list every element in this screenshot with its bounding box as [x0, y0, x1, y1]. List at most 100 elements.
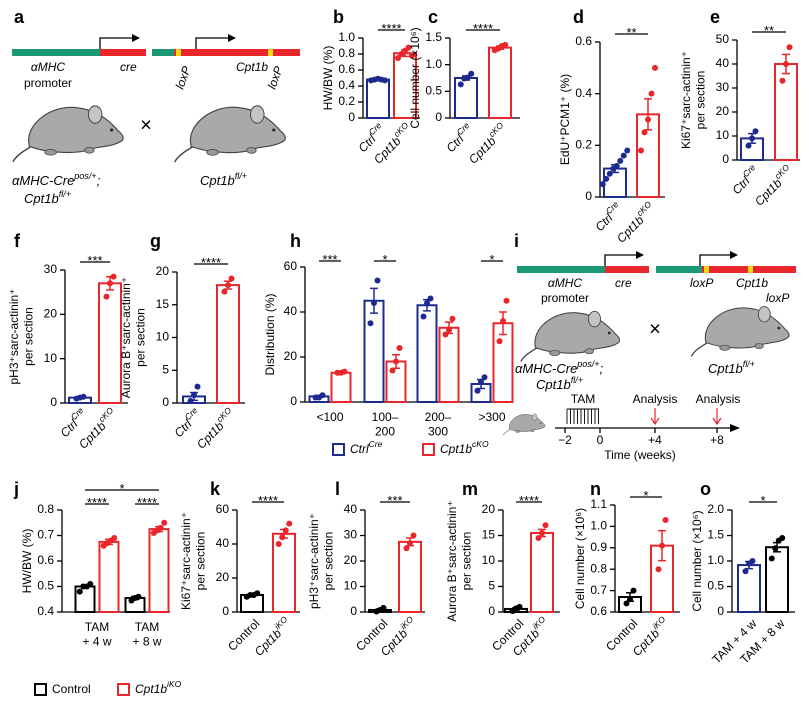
- bar: [438, 326, 460, 403]
- segment: [517, 266, 605, 273]
- data-point: [535, 535, 542, 542]
- y-axis-label-line: Ki67⁺sarc-actinin⁺: [679, 51, 693, 149]
- y-tick-label: 0.5: [707, 579, 724, 593]
- data-point: [599, 181, 606, 188]
- y-tick-label: 10: [716, 128, 730, 142]
- data-point: [442, 331, 449, 338]
- y-axis-label: pH3⁺sarc-actinin⁺per section: [7, 288, 35, 384]
- panel-letter: j: [13, 479, 19, 499]
- significance-label: ****: [137, 495, 157, 510]
- legend-label-sup: cKO: [472, 439, 489, 449]
- data-point: [395, 55, 401, 61]
- x-tick-label-line: TAM: [85, 620, 109, 634]
- data-point: [620, 152, 627, 159]
- data-point: [603, 175, 610, 182]
- x-tick-label-line: TAM: [135, 620, 159, 634]
- segment: [152, 49, 174, 56]
- legend-swatch: [117, 683, 130, 696]
- y-axis-label-line: per section: [194, 532, 208, 591]
- tick-label: +8: [710, 433, 724, 447]
- data-point: [110, 273, 117, 280]
- data-point: [478, 378, 484, 385]
- x-tick-label: <100: [316, 410, 343, 424]
- data-point: [786, 44, 793, 51]
- t: ;: [97, 173, 101, 188]
- y-tick-label: 0.8: [590, 561, 607, 575]
- y-tick-label: 10: [344, 579, 358, 593]
- arrow: [99, 37, 132, 49]
- y-tick-label: 0: [222, 604, 229, 618]
- data-point: [641, 129, 648, 136]
- t: Cpt1b: [708, 361, 743, 376]
- data-point: [542, 522, 549, 529]
- y-axis-label: HW/BW (%): [20, 529, 34, 594]
- data-point: [380, 604, 387, 611]
- injection-arrows: [566, 408, 599, 424]
- label: loxP: [766, 291, 789, 305]
- data-point: [496, 338, 503, 345]
- data-point: [516, 603, 523, 610]
- genotype: αMHC-Crepos/+;: [515, 359, 604, 376]
- bar: [363, 299, 385, 403]
- y-axis-label-line: Aurora B⁺sarc-actinin⁺: [119, 277, 133, 398]
- data-point: [191, 392, 197, 399]
- data-point: [409, 52, 415, 59]
- data-point: [624, 147, 631, 154]
- mouse: [173, 104, 287, 163]
- legend-label: Cpt1bcKO: [440, 439, 489, 456]
- data-point: [655, 566, 662, 573]
- y-tick-label: 20: [284, 349, 298, 363]
- panel-letter: h: [290, 231, 301, 251]
- y-tick-label: 0: [585, 189, 592, 203]
- mouse: [12, 105, 124, 163]
- x-tick-label-line: + 4 w: [82, 635, 111, 649]
- sup: fl/+: [59, 189, 71, 199]
- data-point: [446, 327, 452, 333]
- y-tick-label: 10: [482, 553, 496, 567]
- panel-letter: m: [462, 479, 478, 499]
- data-point: [659, 542, 665, 549]
- data-point: [468, 70, 475, 77]
- bar: [488, 46, 512, 119]
- genotype: Cpt1bfl/+: [536, 375, 583, 392]
- y-tick-label: 15: [482, 528, 496, 542]
- y-tick-label: 0: [50, 395, 57, 409]
- y-axis-label-line: pH3⁺sarc-actinin⁺: [7, 288, 21, 384]
- y-tick-label: 20: [44, 307, 58, 321]
- y-axis-label-line: Ki67⁺sarc-actinin⁺: [179, 512, 193, 610]
- y-axis-label: HW/BW (%): [321, 46, 335, 111]
- data-point: [405, 44, 412, 51]
- bar: [98, 282, 122, 404]
- y-axis-label-line: per section: [134, 308, 148, 367]
- data-point: [627, 596, 633, 603]
- data-point: [407, 540, 413, 547]
- y-tick-label: 0.7: [590, 583, 607, 597]
- y-axis-label: Cell number (×10⁶): [573, 508, 587, 609]
- genotype: Cpt1bfl/+: [24, 189, 71, 206]
- analysis-label: Analysis: [696, 392, 741, 406]
- data-point: [427, 295, 434, 302]
- treatment-label: TAM: [571, 392, 595, 406]
- segment: [656, 266, 702, 273]
- data-point: [662, 516, 669, 523]
- data-point: [103, 293, 110, 300]
- sup: fl/+: [235, 171, 247, 181]
- sup: fl/+: [571, 375, 583, 385]
- chart-panel: b00.20.40.60.81.0HW/BW (%)CtrlCreCpt1bcK…: [321, 7, 420, 167]
- panel-letter: n: [590, 479, 601, 499]
- data-point: [648, 90, 655, 97]
- data-point: [80, 393, 87, 400]
- significance-label: **: [764, 23, 774, 38]
- y-axis-label: pH3⁺sarc-actinin⁺per section: [307, 513, 335, 609]
- y-tick-label: 10: [156, 330, 170, 344]
- y-tick-label: 0: [350, 604, 357, 618]
- y-axis-label: Ki67⁺sarc-actinin⁺per section: [679, 51, 707, 149]
- analysis-label: Analysis: [633, 392, 678, 406]
- y-tick-label: 0.2: [575, 138, 592, 152]
- y-tick-label: 40: [216, 536, 230, 550]
- data-point: [76, 588, 83, 595]
